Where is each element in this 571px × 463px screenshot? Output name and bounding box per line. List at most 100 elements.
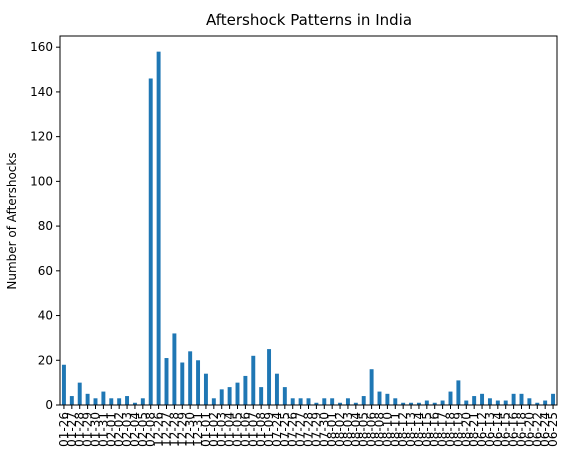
bar-32 (314, 402, 319, 405)
bar-56 (503, 400, 508, 405)
x-tick-label: 01-03 (215, 412, 229, 447)
bar-43 (401, 402, 406, 405)
bar-59 (527, 398, 532, 405)
x-tick-label: 01-30 (89, 412, 103, 447)
x-tick-label: 01-02 (207, 412, 221, 447)
x-tick-label: 08-16 (428, 412, 442, 447)
bar-49 (448, 391, 453, 405)
bar-47 (432, 402, 437, 405)
x-tick-label: 07-30 (317, 412, 331, 447)
bar-13 (164, 358, 169, 405)
bar-16 (188, 351, 193, 405)
x-tick-label: 07-28 (302, 412, 316, 447)
bar-46 (424, 400, 429, 405)
bar-44 (409, 402, 414, 405)
bar-17 (196, 360, 201, 405)
bar-40 (377, 391, 382, 405)
x-tick-label: 02-05 (136, 412, 150, 447)
x-tick-label: 07-26 (286, 412, 300, 447)
x-tick-label: 07-27 (294, 412, 308, 447)
bar-8 (125, 396, 130, 405)
bar-41 (385, 393, 390, 405)
bar-11 (148, 78, 153, 406)
bar-0 (61, 364, 66, 405)
bar-19 (211, 398, 216, 405)
y-tick-label: 40 (38, 309, 53, 323)
x-tick-label: 02-08 (144, 412, 158, 447)
bar-18 (203, 373, 208, 405)
x-tick-label: 06-14 (491, 412, 505, 447)
x-tick-label: 01-09 (262, 412, 276, 447)
bar-58 (519, 393, 524, 405)
x-tick-label: 12-27 (160, 412, 174, 447)
bar-20 (219, 389, 224, 405)
bar-50 (456, 380, 461, 405)
bar-37 (353, 402, 358, 405)
bar-5 (101, 391, 106, 405)
bar-27 (274, 373, 279, 405)
x-tick-label: 08-03 (341, 412, 355, 447)
bar-38 (361, 396, 366, 405)
bar-57 (511, 393, 516, 405)
y-tick-label: 0 (45, 398, 53, 412)
x-tick-label: 01-07 (246, 412, 260, 447)
x-tick-label: 02-04 (128, 412, 142, 447)
x-tick-label: 08-19 (451, 412, 465, 447)
x-tick-label: 01-26 (57, 412, 71, 447)
bar-35 (338, 402, 343, 405)
x-tick-label: 07-29 (309, 412, 323, 447)
bar-12 (156, 51, 161, 406)
x-tick-label: 08-14 (412, 412, 426, 447)
x-tick-label: 12-29 (175, 412, 189, 447)
x-tick-label: 08-15 (420, 412, 434, 447)
x-tick-label: 08-11 (388, 412, 402, 447)
x-tick-label: 02-01 (104, 412, 118, 447)
bar-28 (282, 387, 287, 405)
bar-15 (180, 362, 185, 405)
x-tick-label: 08-04 (349, 412, 363, 447)
x-tick-label: 01-01 (199, 412, 213, 447)
x-tick-label: 06-15 (499, 412, 513, 447)
bar-24 (251, 355, 256, 405)
bar-51 (464, 400, 469, 405)
bar-39 (369, 369, 374, 405)
x-tick-label: 06-22 (530, 412, 544, 447)
bar-60 (535, 402, 540, 405)
y-tick-label: 140 (30, 85, 53, 99)
bar-53 (480, 393, 485, 405)
plot-frame (59, 35, 558, 406)
x-tick-label: 01-28 (73, 412, 87, 447)
y-tick-label: 60 (38, 264, 53, 278)
bar-45 (416, 402, 421, 405)
x-tick-label: 08-18 (444, 412, 458, 447)
bar-9 (132, 402, 137, 405)
x-tick-label: 08-17 (436, 412, 450, 447)
x-tick-label: 01-31 (96, 412, 110, 447)
x-tick-label: 08-06 (365, 412, 379, 447)
bar-26 (267, 349, 272, 405)
x-tick-label: 02-03 (120, 412, 134, 447)
bar-36 (345, 398, 350, 405)
y-tick-label: 20 (38, 353, 53, 367)
bar-29 (290, 398, 295, 405)
x-tick-label: 12-30 (183, 412, 197, 447)
bar-23 (243, 375, 248, 405)
bar-48 (440, 400, 445, 405)
bar-33 (322, 398, 327, 405)
bar-3 (85, 393, 90, 405)
x-tick-label: 07-24 (270, 412, 284, 447)
x-tick-label: 06-24 (538, 412, 552, 447)
x-tick-label: 06-18 (515, 412, 529, 447)
bar-61 (543, 400, 548, 405)
y-tick-label: 100 (30, 174, 53, 188)
x-tick-label: 01-08 (254, 412, 268, 447)
x-tick-label: 12-26 (152, 412, 166, 447)
x-tick-label: 01-29 (81, 412, 95, 447)
x-tick-label: 12-28 (167, 412, 181, 447)
bars-layer (61, 51, 556, 406)
x-tick-label: 08-01 (325, 412, 339, 447)
bar-30 (298, 398, 303, 405)
x-tick-label: 06-20 (522, 412, 536, 447)
x-tick-label: 08-12 (396, 412, 410, 447)
